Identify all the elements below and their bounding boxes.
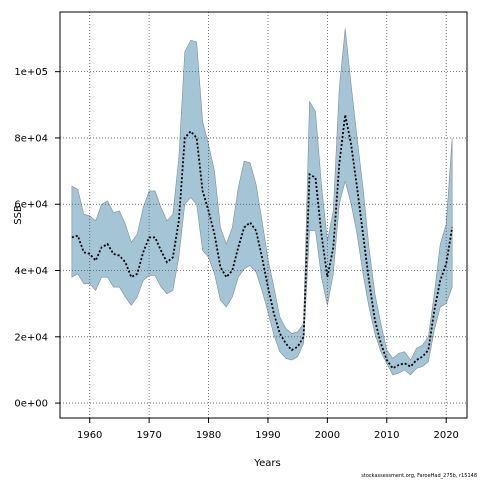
plot-frame — [59, 11, 468, 419]
ssb-estimate-line — [71, 114, 454, 370]
footer-note: stockassessment.org, FaroeHad_275b, r151… — [361, 473, 477, 479]
x-tick-label-0: 1960 — [77, 430, 102, 441]
y-tick-label-0: 0e+00 — [14, 399, 48, 410]
y-tick-label-4: 8e+04 — [14, 133, 48, 144]
x-tick-label-4: 2000 — [315, 430, 340, 441]
confidence-band — [71, 28, 453, 376]
y-axis-label: SSB — [13, 205, 24, 225]
x-tick-label-5: 2010 — [374, 430, 399, 441]
y-tick-label-1: 2e+04 — [14, 332, 48, 343]
x-tick-label-2: 1980 — [196, 430, 221, 441]
y-tick-label-3: 6e+04 — [14, 200, 48, 211]
x-tick-label-3: 1990 — [255, 430, 280, 441]
x-tick-label-1: 1970 — [136, 430, 161, 441]
x-axis-label: Years — [253, 458, 280, 469]
y-tick-label-5: 1e+05 — [14, 67, 48, 78]
y-tick-label-2: 4e+04 — [14, 266, 48, 277]
x-tick-label-6: 2020 — [433, 430, 458, 441]
